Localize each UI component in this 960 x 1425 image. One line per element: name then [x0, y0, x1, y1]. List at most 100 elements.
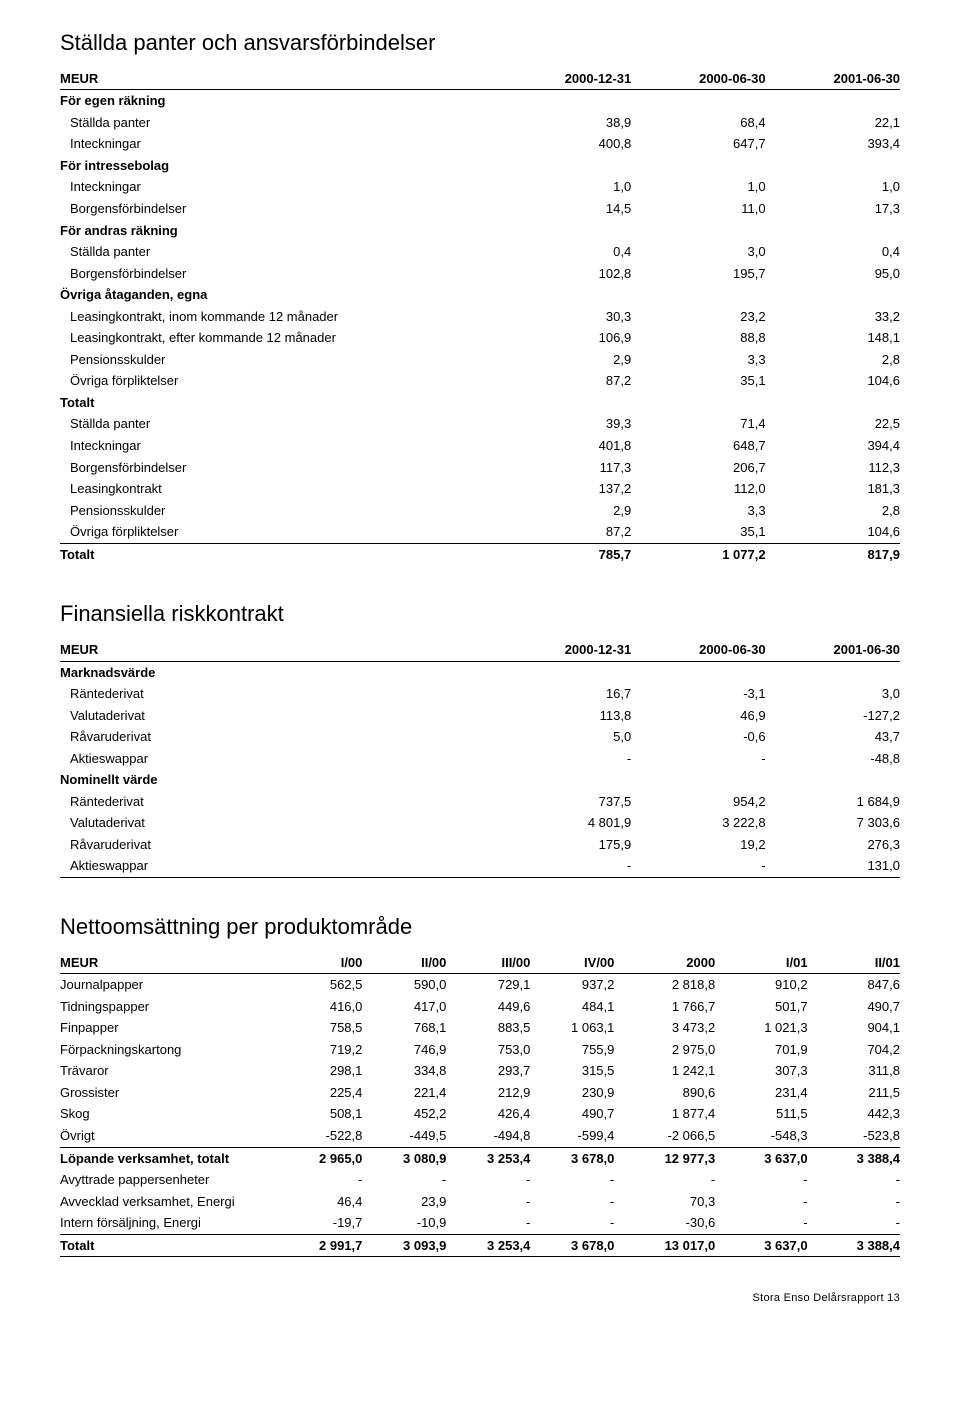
cell: 95,0: [766, 263, 900, 285]
pledges-title: Ställda panter och ansvarsförbindelser: [60, 28, 900, 58]
cell: -2 066,5: [614, 1125, 715, 1147]
cell: -: [446, 1212, 530, 1234]
cell: 0,4: [497, 241, 631, 263]
row-label: Leasingkontrakt, efter kommande 12 månad…: [60, 327, 497, 349]
subtotal-row: Löpande verksamhet, totalt2 965,03 080,9…: [60, 1147, 900, 1169]
cell: 13 017,0: [614, 1234, 715, 1257]
row-label: Övrigt: [60, 1125, 278, 1147]
cell: -494,8: [446, 1125, 530, 1147]
row-label: Finpapper: [60, 1017, 278, 1039]
cell: 16,7: [497, 683, 631, 705]
cell: 417,0: [362, 996, 446, 1018]
cell: -: [715, 1212, 807, 1234]
cell: 175,9: [497, 834, 631, 856]
cell: 33,2: [766, 306, 900, 328]
group-row: Totalt: [60, 392, 900, 414]
row-label: Borgensförbindelser: [60, 457, 497, 479]
turnover-section: Nettoomsättning per produktområde MEUR I…: [60, 912, 900, 1257]
cell: -30,6: [614, 1212, 715, 1234]
cell: 334,8: [362, 1060, 446, 1082]
cell: -: [715, 1191, 807, 1213]
cell: 315,5: [530, 1060, 614, 1082]
cell: 230,9: [530, 1082, 614, 1104]
cell: 737,5: [497, 791, 631, 813]
row-label: Intern försäljning, Energi: [60, 1212, 278, 1234]
cell: 0,4: [766, 241, 900, 263]
table-row: Borgensförbindelser117,3206,7112,3: [60, 457, 900, 479]
cell: 113,8: [497, 705, 631, 727]
cell: 1 877,4: [614, 1103, 715, 1125]
cell: 70,3: [614, 1191, 715, 1213]
cell: 131,0: [766, 855, 900, 877]
cell: 2 818,8: [614, 974, 715, 996]
cell: -522,8: [278, 1125, 362, 1147]
risk-title: Finansiella riskkontrakt: [60, 599, 900, 629]
row-label: Aktieswappar: [60, 748, 497, 770]
cell: 19,2: [631, 834, 765, 856]
page-footer: Stora Enso Delårsrapport 13: [60, 1291, 900, 1306]
subtotal-row: Avvecklad verksamhet, Energi46,423,9--70…: [60, 1191, 900, 1213]
total-v3: 817,9: [766, 543, 900, 565]
cell: -: [446, 1191, 530, 1213]
cell: 937,2: [530, 974, 614, 996]
cell: 501,7: [715, 996, 807, 1018]
table-row: Skog508,1452,2426,4490,71 877,4511,5442,…: [60, 1103, 900, 1125]
cell: -: [278, 1169, 362, 1191]
row-label: Pensionsskulder: [60, 500, 497, 522]
table-row: Ställda panter0,43,00,4: [60, 241, 900, 263]
cell: -548,3: [715, 1125, 807, 1147]
cell: 729,1: [446, 974, 530, 996]
group-label: Övriga åtaganden, egna: [60, 284, 497, 306]
cell: 2 991,7: [278, 1234, 362, 1257]
cell: -127,2: [766, 705, 900, 727]
col-3: 2001-06-30: [766, 68, 900, 90]
group-label: Nominellt värde: [60, 769, 497, 791]
cell: 307,3: [715, 1060, 807, 1082]
group-label: För egen räkning: [60, 90, 497, 112]
table-row: Förpackningskartong719,2746,9753,0755,92…: [60, 1039, 900, 1061]
row-label: Ställda panter: [60, 241, 497, 263]
cell: 231,4: [715, 1082, 807, 1104]
table-row: Övriga förpliktelser87,235,1104,6: [60, 521, 900, 543]
table-header-row: MEUR 2000-12-31 2000-06-30 2001-06-30: [60, 639, 900, 661]
table-row: Borgensförbindelser14,511,017,3: [60, 198, 900, 220]
pledges-table: MEUR 2000-12-31 2000-06-30 2001-06-30 Fö…: [60, 68, 900, 566]
cell: 23,9: [362, 1191, 446, 1213]
cell: 117,3: [497, 457, 631, 479]
cell: 449,6: [446, 996, 530, 1018]
cell: -523,8: [808, 1125, 900, 1147]
cell: -599,4: [530, 1125, 614, 1147]
cell: 3,0: [631, 241, 765, 263]
row-label: Borgensförbindelser: [60, 263, 497, 285]
total-v1: 785,7: [497, 543, 631, 565]
cell: 883,5: [446, 1017, 530, 1039]
group-row: Övriga åtaganden, egna: [60, 284, 900, 306]
cell: 276,3: [766, 834, 900, 856]
row-label: Tidningspapper: [60, 996, 278, 1018]
cell: 3,3: [631, 349, 765, 371]
cell: 758,5: [278, 1017, 362, 1039]
cell: 211,5: [808, 1082, 900, 1104]
table-row: Räntederivat737,5954,21 684,9: [60, 791, 900, 813]
cell: 3 678,0: [530, 1234, 614, 1257]
table-row: Inteckningar401,8648,7394,4: [60, 435, 900, 457]
cell: 206,7: [631, 457, 765, 479]
cell: 2 975,0: [614, 1039, 715, 1061]
table-row: Pensionsskulder2,93,32,8: [60, 349, 900, 371]
cell: 12 977,3: [614, 1147, 715, 1169]
cell: 416,0: [278, 996, 362, 1018]
table-row: Tidningspapper416,0417,0449,6484,11 766,…: [60, 996, 900, 1018]
cell: 3 253,4: [446, 1147, 530, 1169]
cell: 3 080,9: [362, 1147, 446, 1169]
cell: 3 093,9: [362, 1234, 446, 1257]
col-1: 2000-12-31: [497, 68, 631, 90]
row-label: Inteckningar: [60, 176, 497, 198]
cell: -: [631, 748, 765, 770]
row-label: Valutaderivat: [60, 705, 497, 727]
row-label: Leasingkontrakt, inom kommande 12 månade…: [60, 306, 497, 328]
cell: 3 388,4: [808, 1234, 900, 1257]
cell: 68,4: [631, 112, 765, 134]
table-row: Trävaror298,1334,8293,7315,51 242,1307,3…: [60, 1060, 900, 1082]
row-label: Inteckningar: [60, 435, 497, 457]
total-label: Totalt: [60, 543, 497, 565]
